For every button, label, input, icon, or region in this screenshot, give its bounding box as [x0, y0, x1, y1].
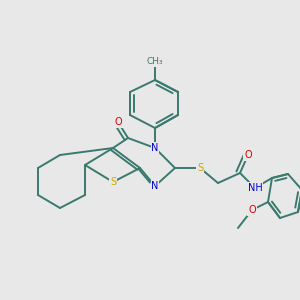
- Text: NH: NH: [248, 183, 262, 193]
- Text: CH₃: CH₃: [147, 58, 163, 67]
- Text: S: S: [197, 163, 203, 173]
- Text: N: N: [151, 181, 159, 191]
- Text: O: O: [244, 150, 252, 160]
- Text: N: N: [151, 143, 159, 153]
- Text: O: O: [248, 205, 256, 215]
- Text: S: S: [110, 177, 116, 187]
- Text: O: O: [114, 117, 122, 127]
